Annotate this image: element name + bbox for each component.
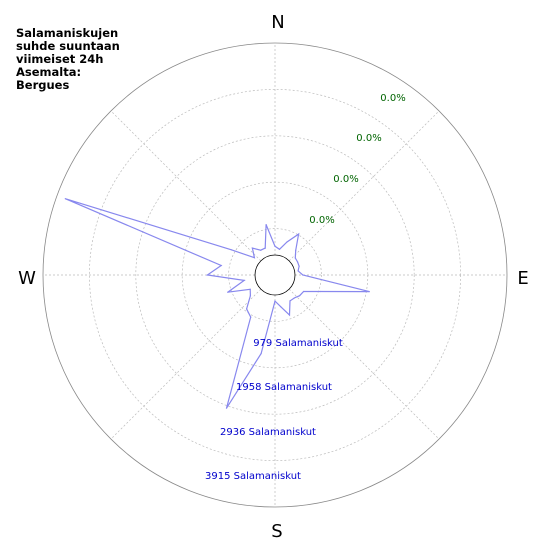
strike-point-80 [297,270,299,272]
strike-point-110 [319,290,321,293]
strike-point-50 [294,257,296,259]
compass-north: N [271,12,284,33]
center-circle [254,254,296,296]
chart-title: Salamaniskujen suhde suuntaan viimeiset … [16,26,120,92]
strike-point-200 [225,407,228,409]
percent-label-2: 0.0% [333,174,358,185]
strike-polygon [65,198,370,409]
count-label-3: 2936 Salamaniskut [220,427,316,438]
strike-point-90 [302,274,304,276]
strike-point-130 [299,295,301,297]
strike-point-140 [293,297,295,299]
strike-point-230 [249,295,251,297]
strike-point-180 [274,300,276,302]
compass-south: S [271,521,282,542]
strike-point-60 [297,261,299,263]
percent-label-3: 0.0% [356,133,381,144]
strike-point-350 [265,224,267,226]
strike-point-220 [246,308,248,310]
strike-point-280 [220,264,222,267]
strike-point-160 [288,314,291,316]
strike-point-340 [264,247,266,249]
count-label-4: 3915 Salamaniskut [205,471,301,482]
strike-point-70 [298,265,300,267]
strike-point-170 [280,306,282,308]
strike-point-40 [295,249,297,251]
axis-labels: N E S W 0.0% 0.0% 0.0% 0.0% 979 Salamani… [18,12,529,542]
compass-west: W [18,268,36,289]
count-label-2: 1958 Salamaniskut [236,382,332,393]
strike-point-240 [249,288,251,290]
strike-point-250 [227,291,229,293]
grid-ring-3 [135,135,415,415]
strike-point-20 [286,241,288,243]
strike-point-320 [251,247,253,249]
polar-grid [42,42,508,508]
strike-point-100 [368,291,370,293]
percent-label-4: 0.0% [380,93,405,104]
strike-point-300 [230,249,232,251]
strike-point-310 [253,257,255,259]
strike-point-150 [289,300,291,302]
strike-point-330 [260,249,262,251]
grid-spoke-135 [274,274,440,440]
strike-point-120 [303,290,305,293]
grid-spoke-45 [274,110,440,276]
strike-point-0 [274,245,276,247]
grid-spoke-315 [110,110,276,276]
strike-series [64,198,370,409]
strike-point-210 [250,316,252,318]
compass-east: E [517,268,528,289]
count-label-1: 979 Salamaniskut [253,338,343,349]
grid-ring-1 [228,228,322,322]
grid-outer-circle [42,42,508,508]
strike-point-190 [260,353,262,355]
strike-point-260 [243,279,245,281]
strike-point-30 [298,233,300,235]
strike-point-290 [64,198,66,200]
percent-label-1: 0.0% [309,215,334,226]
strike-point-270 [206,274,208,276]
strike-point-10 [278,248,281,250]
grid-spoke-225 [110,274,276,440]
